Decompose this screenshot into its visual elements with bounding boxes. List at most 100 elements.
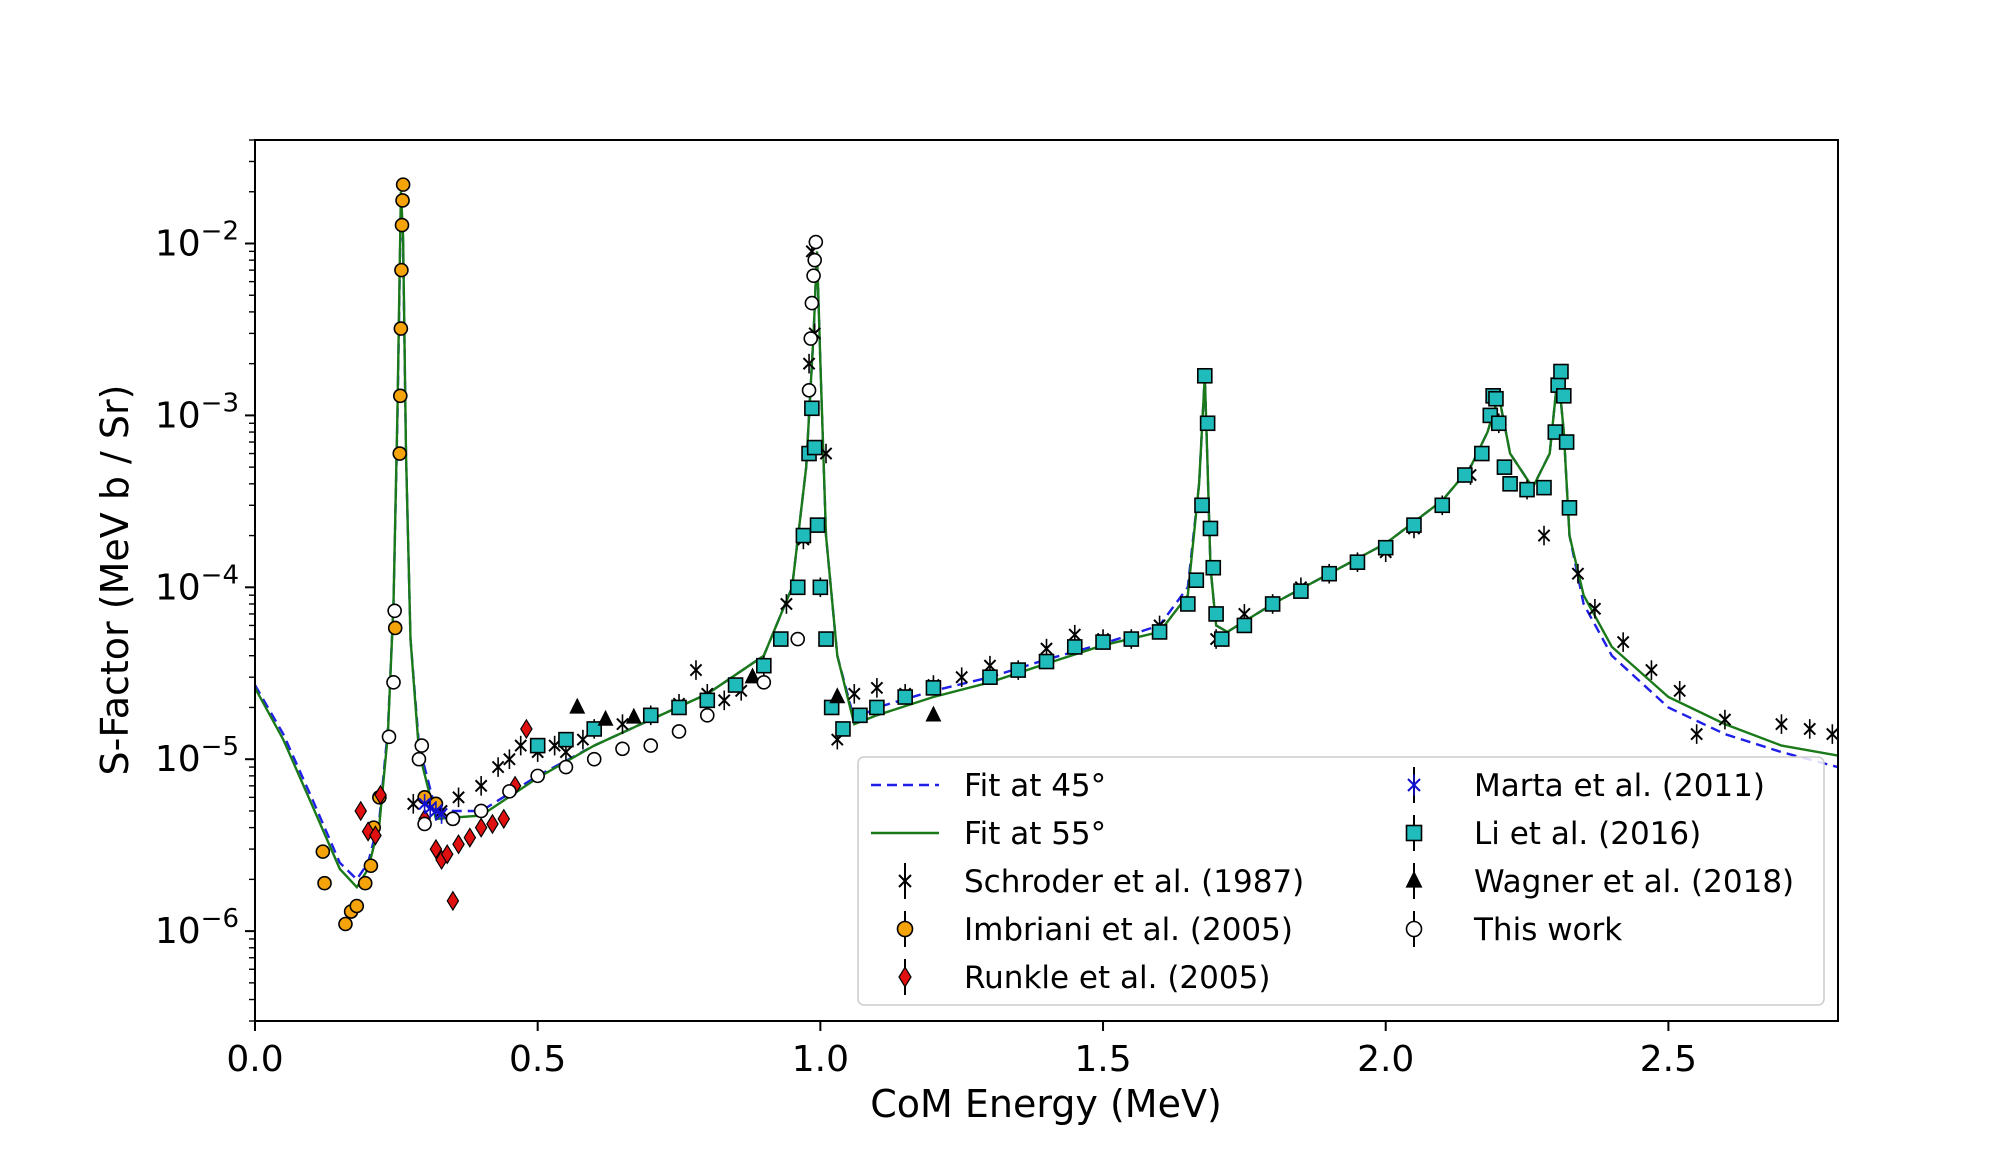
x-tick-label-4: 2.0 (1357, 1039, 1414, 1080)
series-5-point-0 (418, 794, 431, 814)
legend-label-1: Fit at 55° (964, 816, 1106, 852)
series-8-point-22 (807, 252, 823, 268)
series-2-point-29 (870, 678, 884, 698)
series-6-point-54 (1502, 476, 1518, 492)
series-3-point-2 (338, 916, 353, 932)
series-6-point-0 (529, 737, 546, 754)
legend-entry-8: This work (1405, 911, 1622, 948)
legend-label-3: Imbriani et al. (2005) (964, 912, 1293, 948)
series-8-point-1 (386, 675, 401, 690)
series-2-point-61 (1803, 719, 1817, 739)
series-6-point-29 (1151, 624, 1168, 640)
series-6-point-16 (818, 631, 834, 647)
series-6-point-26 (1066, 639, 1083, 655)
series-6-point-18 (835, 721, 851, 737)
series-8-point-5 (417, 816, 432, 832)
series-6-point-43 (1349, 554, 1366, 570)
series-8-point-23 (808, 234, 824, 250)
series-6-point-57 (1547, 424, 1564, 440)
series-6-point-39 (1236, 617, 1253, 634)
series-6-point-62 (1561, 500, 1578, 516)
series-2-point-32 (955, 667, 969, 687)
series-8-point-7 (473, 803, 489, 819)
series-6-point-56 (1536, 479, 1552, 496)
plot-frame (254, 139, 1839, 1022)
series-4-point-5 (429, 838, 443, 860)
series-8-point-13 (643, 738, 659, 753)
series-8-point-14 (671, 724, 687, 739)
series-6-point-20 (869, 699, 885, 716)
series-3-point-10 (392, 446, 408, 461)
x-tick-label-3: 1.5 (1074, 1039, 1131, 1080)
series-8-point-4 (414, 738, 430, 753)
series-3-point-11 (392, 388, 408, 404)
series-6-point-7 (756, 657, 772, 674)
series-6-point-3 (642, 707, 659, 724)
series-6-point-31 (1188, 572, 1205, 588)
series-6-point-42 (1321, 565, 1337, 582)
series-6-point-55 (1519, 481, 1535, 498)
series-3-point-6 (363, 858, 379, 874)
series-6-point-34 (1199, 415, 1216, 432)
series-7-point-4 (829, 687, 846, 704)
series-2-point-62 (1826, 724, 1838, 744)
series-2-point-57 (1673, 681, 1687, 701)
series-4-point-8 (446, 890, 460, 912)
legend-entry-2: Schroder et al. (1987) (898, 863, 1304, 900)
series-4-point-2 (369, 825, 382, 846)
series-6-point-9 (789, 579, 806, 596)
series-6-point-27 (1095, 634, 1111, 650)
series-4-point-0 (354, 800, 368, 822)
series-2-point-58 (1690, 724, 1703, 744)
series-8-point-8 (502, 784, 517, 799)
series-6-point-59 (1553, 363, 1569, 380)
series-2-point-0 (406, 794, 420, 814)
series-2-point-52 (1537, 525, 1551, 546)
legend-entry-7: Wagner et al. (2018) (1405, 863, 1794, 900)
series-6-point-10 (795, 527, 812, 544)
series-6-point-41 (1293, 583, 1309, 599)
series-2-point-3 (474, 776, 488, 796)
series-6-point-52 (1490, 415, 1507, 432)
legend-label-6: Li et al. (2016) (1474, 816, 1701, 852)
series-8-point-19 (803, 331, 819, 346)
x-axis-title: CoM Energy (MeV) (870, 1082, 1222, 1126)
series-7-point-3 (744, 667, 761, 684)
series-4-point-9 (452, 834, 465, 855)
series-4-point-10 (463, 827, 477, 848)
series-8-point-11 (586, 751, 602, 767)
series-2-point-2 (452, 787, 465, 808)
series-2-point-5 (503, 749, 516, 770)
series-2-point-55 (1616, 632, 1630, 652)
series-3-point-1 (317, 875, 332, 891)
series-6-point-38 (1213, 631, 1230, 647)
series-6-point-60 (1556, 388, 1572, 404)
series-7-point-0 (569, 697, 586, 714)
series-6-point-21 (897, 689, 913, 705)
legend-entry-5: Marta et al. (2011) (1407, 767, 1765, 804)
series-4-point-11 (474, 817, 488, 838)
legend-label-0: Fit at 45° (964, 768, 1106, 804)
y-tick-label-4: 10−2 (155, 216, 239, 264)
series-2-point-17 (717, 690, 731, 711)
y-tick-label-3: 10−3 (155, 388, 239, 436)
series-8-point-21 (806, 268, 821, 283)
series-6-point-4 (671, 699, 687, 716)
series-6-point-25 (1038, 653, 1055, 670)
series-8-point-12 (615, 741, 630, 757)
series-3-point-5 (357, 875, 373, 891)
series-3-point-15 (395, 193, 410, 208)
legend-entry-0: Fit at 45° (871, 768, 1106, 804)
series-8-point-18 (801, 382, 817, 398)
series-6-point-37 (1208, 606, 1224, 622)
legend-label-8: This work (1473, 912, 1622, 948)
series-6-point-46 (1434, 497, 1451, 514)
series-6-point-53 (1496, 459, 1513, 475)
legend-label-7: Wagner et al. (2018) (1474, 864, 1794, 900)
series-3-point-4 (349, 898, 365, 914)
series-6-point-15 (812, 579, 829, 596)
series-6-point-14 (809, 517, 826, 533)
series-8-point-3 (411, 751, 427, 767)
series-6-point-47 (1457, 467, 1473, 483)
x-tick-label-1: 0.5 (509, 1039, 566, 1080)
